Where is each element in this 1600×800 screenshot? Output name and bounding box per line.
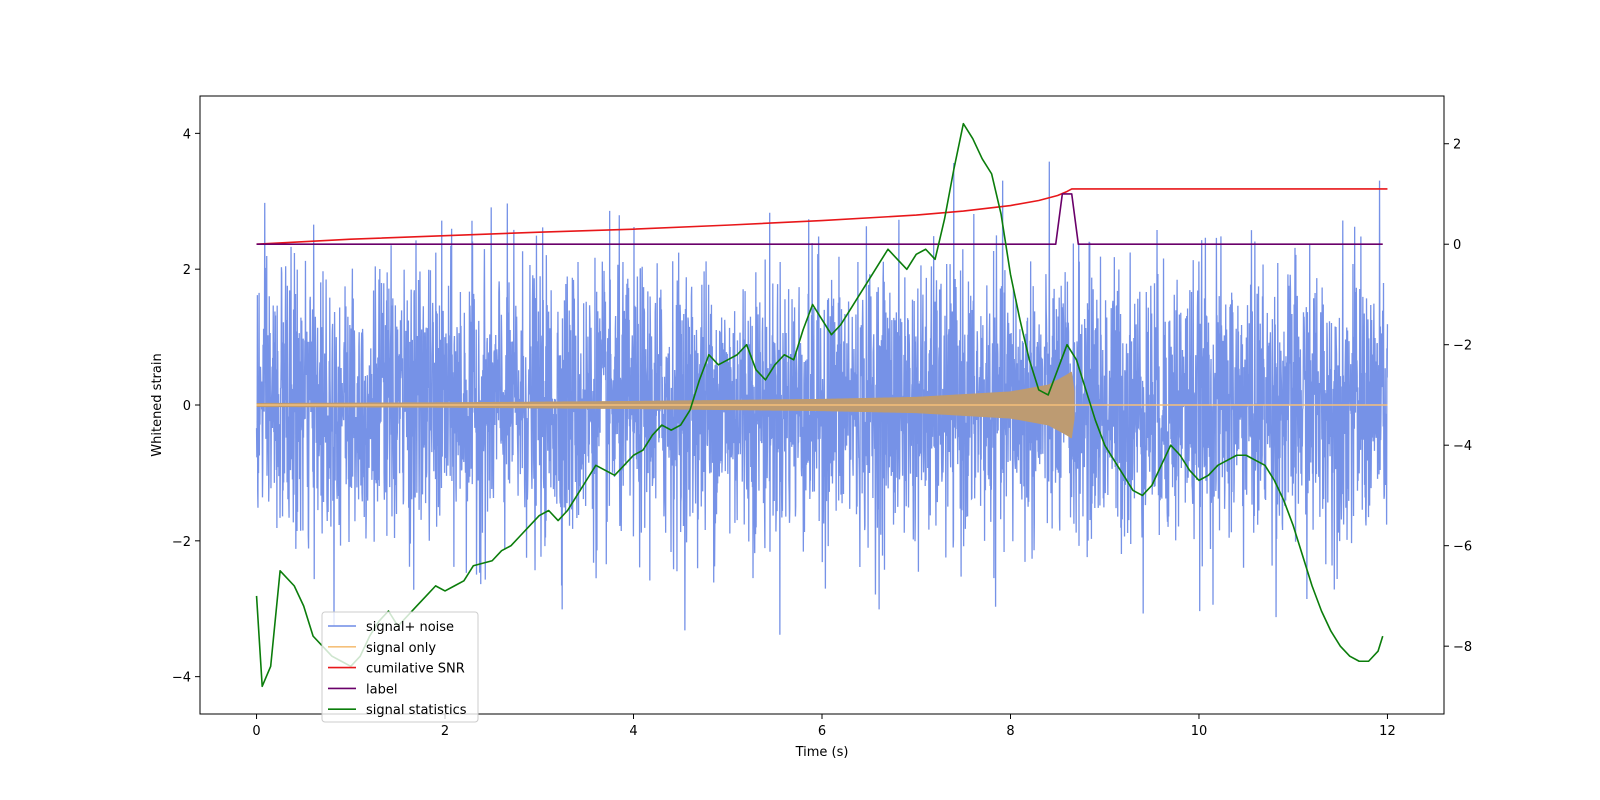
- x-tick-label: 2: [441, 724, 449, 739]
- legend-entry-label: signal statistics: [366, 703, 467, 718]
- series-cumulative-snr: [256, 188, 1388, 246]
- x-tick-label: 8: [1006, 724, 1014, 739]
- x-tick-label: 12: [1379, 724, 1396, 739]
- signal-statistics-line: [255, 122, 1384, 688]
- x-tick-label: 10: [1191, 724, 1208, 739]
- series-signal-noise: [255, 161, 1389, 635]
- legend-entry-label: label: [366, 682, 397, 697]
- series-signal-statistics: [255, 122, 1384, 688]
- x-tick-label: 4: [629, 724, 637, 739]
- y-right-tick-label: 0: [1453, 238, 1461, 253]
- signal-noise-line: [255, 161, 1389, 635]
- y-right-tick-label: −6: [1453, 540, 1472, 555]
- y-left-tick-label: 2: [183, 263, 191, 278]
- y-axis-right: −8 −6 −4 −2 0 2: [1444, 138, 1472, 655]
- y-left-tick-label: 0: [183, 399, 191, 414]
- y-left-tick-label: 4: [183, 127, 191, 142]
- legend-entry-label: signal only: [366, 641, 436, 656]
- legend-entry-label: cumilative SNR: [366, 662, 465, 677]
- y-axis-label: Whitened strain: [150, 353, 165, 456]
- x-axis: 0 2 4 6 8 10 12: [252, 714, 1396, 739]
- y-right-tick-label: −4: [1453, 439, 1472, 454]
- x-tick-label: 0: [252, 724, 260, 739]
- legend: signal+ noise signal only cumilative SNR la…: [321, 611, 479, 723]
- x-axis-label: Time (s): [795, 745, 849, 760]
- cumulative-snr-line: [256, 188, 1388, 246]
- series-signal-only: [256, 371, 1388, 439]
- legend-box: [321, 611, 479, 723]
- series-label: [256, 193, 1383, 246]
- x-tick-label: 6: [818, 724, 826, 739]
- legend-entry-label: signal+ noise: [366, 620, 454, 635]
- y-right-tick-label: 2: [1453, 138, 1461, 153]
- y-right-tick-label: −2: [1453, 339, 1472, 354]
- y-left-tick-label: −2: [172, 535, 191, 550]
- y-left-tick-label: −4: [172, 671, 191, 686]
- y-right-tick-label: −8: [1453, 640, 1472, 655]
- y-axis-left: −4 −2 0 2 4: [172, 127, 200, 686]
- label-line: [256, 193, 1383, 246]
